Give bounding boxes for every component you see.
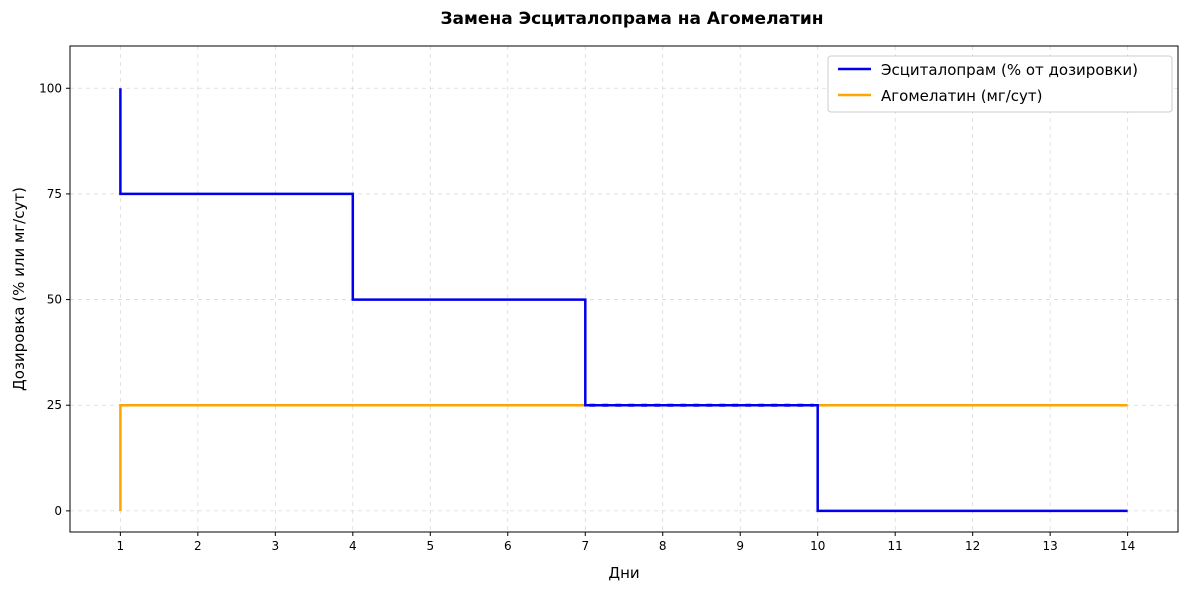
x-tick-label: 1: [117, 539, 125, 553]
series-line-0: [119, 88, 1128, 513]
y-axis-label: Дозировка (% или мг/сут): [10, 187, 28, 391]
x-tick-label: 12: [965, 539, 980, 553]
y-tick-label: 50: [47, 293, 62, 307]
x-tick-label: 11: [888, 539, 903, 553]
x-tick-label: 13: [1043, 539, 1058, 553]
x-tick-label: 9: [736, 539, 744, 553]
x-tick-label: 14: [1120, 539, 1135, 553]
x-tick-label: 5: [426, 539, 434, 553]
x-axis-label: Дни: [608, 564, 639, 582]
x-tick-label: 10: [810, 539, 825, 553]
x-tick-label: 4: [349, 539, 357, 553]
plot-area: [119, 88, 1128, 513]
grid: [70, 46, 1178, 532]
x-tick-label: 2: [194, 539, 202, 553]
legend-label-agomelatine: Агомелатин (мг/сут): [881, 87, 1043, 105]
x-tick-label: 6: [504, 539, 512, 553]
y-tick-label: 75: [47, 187, 62, 201]
legend-box: [827, 55, 1173, 113]
chart-title: Замена Эсциталопрама на Агомелатин: [440, 9, 823, 29]
plot-frame: [69, 45, 1179, 533]
series-line-1: [119, 403, 1128, 511]
y-tick-label: 25: [47, 398, 62, 412]
y-tick-label: 100: [39, 81, 62, 95]
x-tick-label: 3: [272, 539, 280, 553]
x-tick-label: 7: [581, 539, 589, 553]
legend: Эсциталопрам (% от дозировки) Агомелатин…: [827, 55, 1173, 113]
x-tick-label: 8: [659, 539, 667, 553]
legend-label-escitalopram: Эсциталопрам (% от дозировки): [881, 61, 1138, 79]
y-tick-label: 0: [54, 504, 62, 518]
